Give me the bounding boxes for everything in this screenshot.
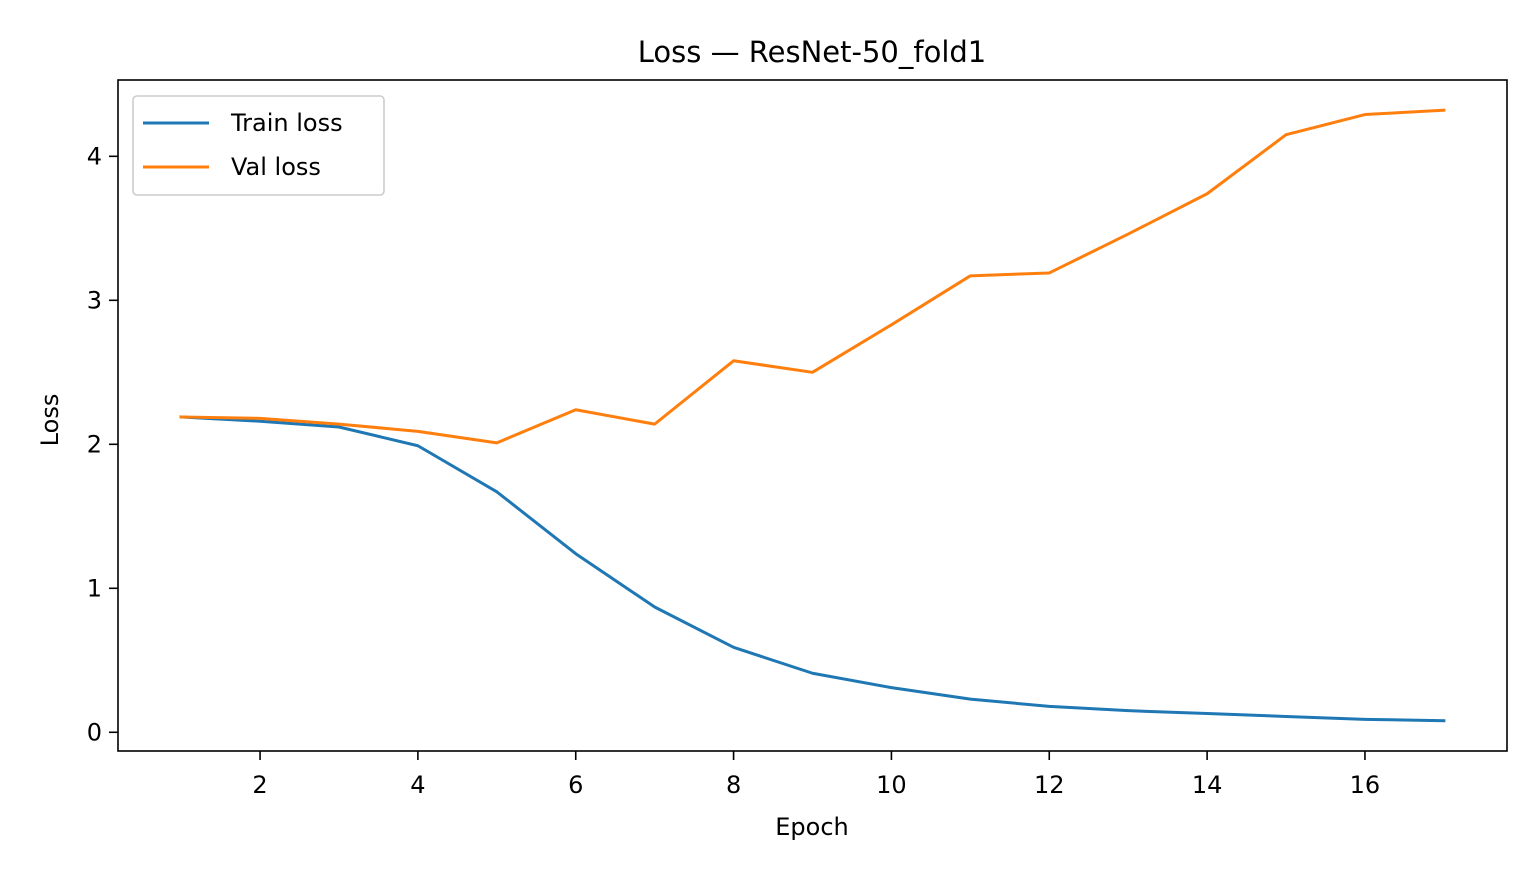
series-line-train-loss <box>179 415 1446 723</box>
y-tick-label: 0 <box>87 718 102 746</box>
x-axis: 2 4 6 8 10 12 14 16 <box>252 751 1380 799</box>
x-tick-label: 6 <box>568 771 583 799</box>
x-tick-label: 2 <box>252 771 267 799</box>
x-tick-label: 10 <box>876 771 907 799</box>
y-tick-label: 3 <box>87 286 102 314</box>
y-axis: 0 1 2 3 4 <box>87 142 118 746</box>
x-axis-title: Epoch <box>775 813 849 841</box>
y-tick-label: 1 <box>87 574 102 602</box>
x-tick-label: 14 <box>1192 771 1223 799</box>
series-layer <box>179 108 1446 723</box>
y-axis-title: Loss <box>36 394 64 447</box>
legend-label: Val loss <box>231 153 321 181</box>
y-tick-label: 4 <box>87 142 102 170</box>
x-tick-label: 8 <box>726 771 741 799</box>
x-tick-label: 12 <box>1034 771 1065 799</box>
legend-label: Train loss <box>230 109 343 137</box>
legend-box <box>132 95 385 196</box>
plot-frame <box>117 79 1508 752</box>
chart-title: Loss — ResNet-50_fold1 <box>638 35 986 69</box>
x-tick-label: 4 <box>410 771 425 799</box>
series-line-val-loss <box>179 108 1446 445</box>
legend: Train loss Val loss <box>132 95 385 196</box>
y-tick-label: 2 <box>87 430 102 458</box>
x-tick-label: 16 <box>1350 771 1381 799</box>
